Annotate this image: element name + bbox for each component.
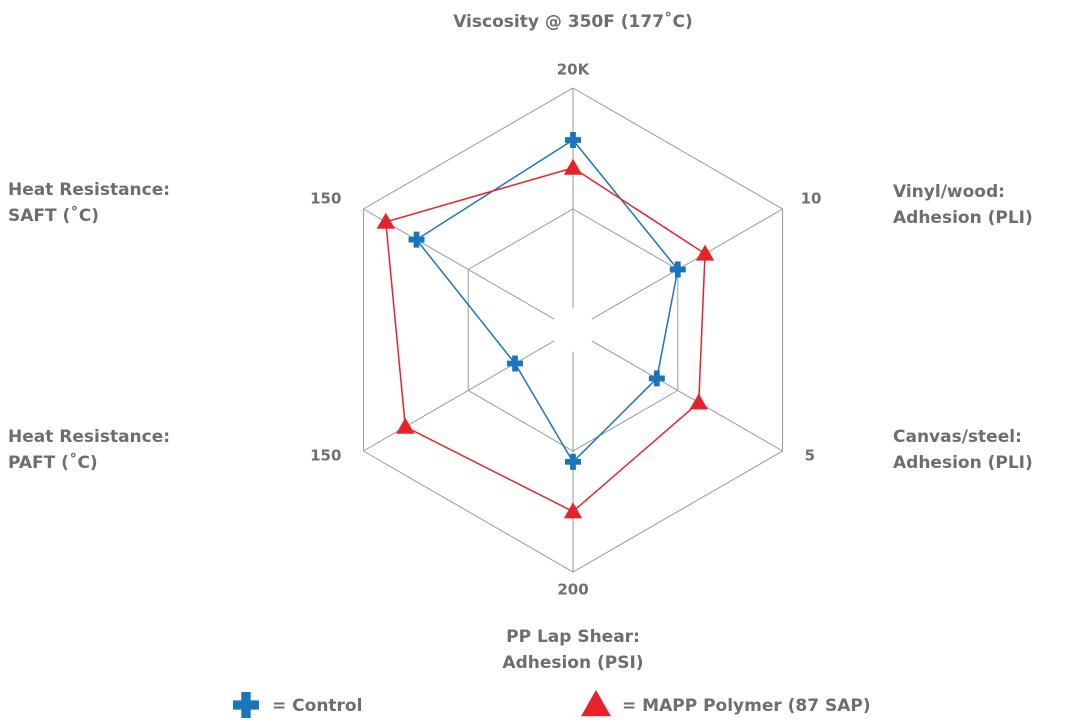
data-point [648, 370, 665, 387]
axis-label: Canvas/steel: [893, 427, 1022, 447]
tick-label: 5 [805, 447, 815, 465]
data-point [565, 132, 581, 149]
tick-label: 150 [310, 447, 341, 465]
axis-label: Heat Resistance: [8, 180, 170, 200]
data-point [376, 212, 395, 229]
axis-label: PP Lap Shear: [506, 627, 640, 647]
axis-label: Vinyl/wood: [893, 182, 1005, 202]
series-line [384, 167, 706, 513]
spoke [363, 208, 555, 320]
spoke [591, 340, 783, 452]
axis-label: PAFT (˚C) [8, 451, 98, 473]
tick-label: 200 [557, 581, 588, 599]
data-point [565, 453, 581, 470]
legend-symbol [233, 692, 259, 718]
data-point [408, 231, 425, 248]
spoke [591, 208, 783, 320]
data-point [396, 417, 415, 434]
axis-label: Adhesion (PLI) [893, 208, 1033, 228]
data-point [563, 502, 583, 519]
axis-label: Adhesion (PLI) [893, 453, 1033, 473]
data-point [689, 393, 708, 410]
axis-label: SAFT (˚C) [8, 204, 99, 226]
tick-label: 150 [310, 190, 341, 208]
legend-label: = Control [272, 696, 362, 716]
axis-label: Heat Resistance: [8, 427, 170, 447]
tick-label: 10 [801, 190, 822, 208]
data-point [695, 244, 715, 261]
tick-label: 20K [557, 61, 591, 79]
legend-symbol [581, 690, 611, 717]
data-point [507, 355, 524, 372]
axis-label: Adhesion (PSI) [502, 653, 643, 673]
data-point [669, 261, 686, 278]
spoke [363, 340, 555, 452]
legend-label: = MAPP Polymer (87 SAP) [622, 696, 871, 716]
axis-label: Viscosity @ 350F (177˚C) [453, 10, 693, 32]
data-point [563, 158, 583, 175]
